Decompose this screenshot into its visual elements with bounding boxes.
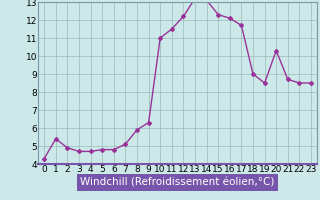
X-axis label: Windchill (Refroidissement éolien,°C): Windchill (Refroidissement éolien,°C) <box>80 177 275 187</box>
